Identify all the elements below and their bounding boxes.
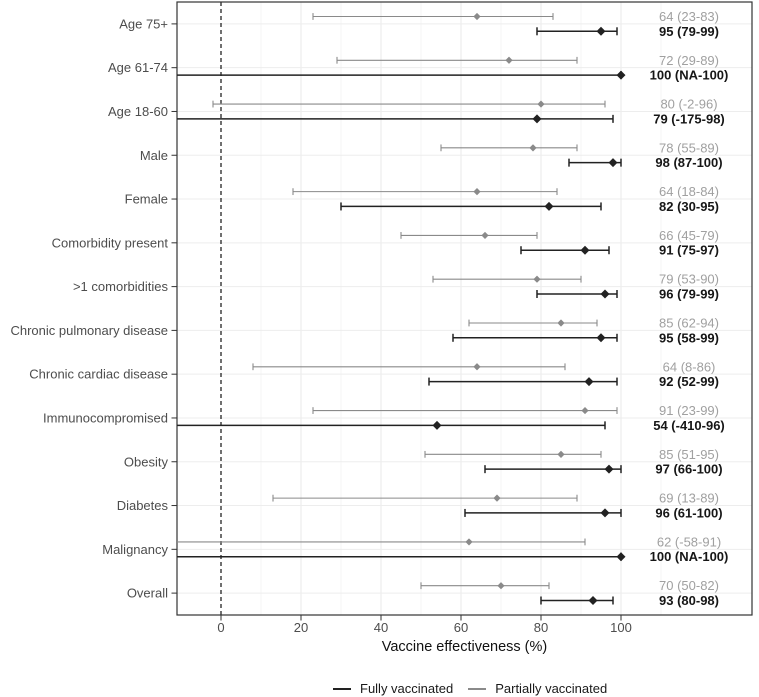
estimate-diamond-fully-vaccinated: [432, 420, 442, 430]
estimate-diamond-partially-vaccinated: [473, 188, 481, 196]
estimate-diamond-fully-vaccinated: [596, 333, 606, 343]
estimate-label-fully-vaccinated: 95 (58-99): [659, 330, 719, 345]
category-label: Female: [125, 192, 168, 207]
estimate-diamond-fully-vaccinated: [532, 114, 542, 124]
estimate-diamond-partially-vaccinated: [465, 538, 473, 546]
estimate-label-fully-vaccinated: 54 (-410-96): [653, 418, 725, 433]
legend-item-partially-vaccinated: Partially vaccinated: [468, 681, 607, 696]
legend: Fully vaccinated Partially vaccinated: [333, 681, 607, 696]
estimate-diamond-partially-vaccinated: [537, 100, 545, 108]
estimate-label-partially-vaccinated: 72 (29-89): [659, 53, 719, 68]
x-tick-label: 0: [217, 620, 224, 635]
estimate-label-partially-vaccinated: 80 (-2-96): [660, 97, 717, 112]
category-label: Malignancy: [102, 542, 168, 557]
category-label: Immunocompromised: [43, 410, 168, 425]
estimate-label-fully-vaccinated: 97 (66-100): [655, 462, 722, 477]
category-label: Age 18-60: [108, 104, 168, 119]
legend-item-fully-vaccinated: Fully vaccinated: [333, 681, 453, 696]
x-tick-label: 60: [454, 620, 468, 635]
category-label: Comorbidity present: [52, 235, 169, 250]
estimate-diamond-partially-vaccinated: [473, 12, 481, 21]
x-axis-title: Vaccine effectiveness (%): [381, 639, 548, 655]
estimate-diamond-partially-vaccinated: [533, 275, 541, 283]
estimate-label-fully-vaccinated: 79 (-175-98): [653, 111, 725, 126]
estimate-diamond-fully-vaccinated: [608, 158, 618, 168]
estimate-diamond-fully-vaccinated: [604, 464, 614, 474]
category-label: >1 comorbidities: [73, 279, 169, 294]
estimate-label-partially-vaccinated: 69 (13-89): [659, 491, 719, 506]
estimate-diamond-fully-vaccinated: [596, 26, 606, 36]
fully-vaccinated-line-swatch: [333, 687, 351, 690]
estimate-label-partially-vaccinated: 62 (-58-91): [657, 534, 721, 549]
estimate-diamond-fully-vaccinated: [600, 508, 610, 518]
estimate-diamond-partially-vaccinated: [473, 363, 481, 371]
estimate-label-partially-vaccinated: 70 (50-82): [659, 578, 719, 593]
estimate-diamond-fully-vaccinated: [616, 552, 626, 562]
panel-border: [176, 1, 753, 616]
category-label: Diabetes: [117, 498, 169, 513]
partially-vaccinated-line-swatch: [468, 687, 487, 690]
estimate-diamond-partially-vaccinated: [557, 319, 565, 327]
estimate-diamond-fully-vaccinated: [600, 289, 610, 299]
estimate-diamond-partially-vaccinated: [557, 450, 565, 458]
estimate-diamond-fully-vaccinated: [580, 245, 590, 255]
estimate-diamond-fully-vaccinated: [588, 596, 598, 606]
x-tick-label: 20: [294, 620, 308, 635]
x-tick-label: 40: [374, 620, 388, 635]
estimate-label-partially-vaccinated: 79 (53-90): [659, 272, 719, 287]
estimate-diamond-partially-vaccinated: [529, 144, 537, 152]
estimate-label-fully-vaccinated: 95 (79-99): [659, 24, 719, 39]
estimate-label-partially-vaccinated: 85 (62-94): [659, 315, 719, 330]
x-tick-label: 80: [534, 620, 548, 635]
estimate-label-fully-vaccinated: 100 (NA-100): [650, 68, 729, 83]
estimate-diamond-fully-vaccinated: [616, 70, 626, 80]
estimate-label-fully-vaccinated: 98 (87-100): [655, 155, 722, 170]
estimate-diamond-fully-vaccinated: [544, 201, 554, 211]
x-tick-label: 100: [610, 620, 632, 635]
category-label: Male: [140, 148, 168, 163]
estimate-label-fully-vaccinated: 82 (30-95): [659, 199, 719, 214]
estimate-label-partially-vaccinated: 91 (23-99): [659, 403, 719, 418]
estimate-label-fully-vaccinated: 91 (75-97): [659, 243, 719, 258]
category-label: Age 61-74: [108, 60, 168, 75]
estimate-label-fully-vaccinated: 93 (80-98): [659, 593, 719, 608]
estimate-label-fully-vaccinated: 100 (NA-100): [650, 549, 729, 564]
estimate-label-fully-vaccinated: 92 (52-99): [659, 374, 719, 389]
estimate-label-fully-vaccinated: 96 (61-100): [655, 505, 722, 520]
estimate-diamond-fully-vaccinated: [584, 377, 594, 387]
estimate-label-partially-vaccinated: 78 (55-89): [659, 140, 719, 155]
legend-label-partially-vaccinated: Partially vaccinated: [495, 681, 608, 696]
estimate-diamond-partially-vaccinated: [481, 231, 489, 240]
category-label: Obesity: [124, 454, 169, 469]
category-label: Overall: [127, 586, 168, 601]
estimate-label-fully-vaccinated: 96 (79-99): [659, 287, 719, 302]
estimate-label-partially-vaccinated: 64 (18-84): [659, 184, 719, 199]
estimate-diamond-partially-vaccinated: [497, 582, 505, 590]
category-label: Chronic pulmonary disease: [10, 323, 168, 338]
estimate-label-partially-vaccinated: 64 (8-86): [663, 359, 716, 374]
estimate-label-partially-vaccinated: 66 (45-79): [659, 228, 719, 243]
category-label: Age 75+: [119, 16, 168, 31]
estimate-diamond-partially-vaccinated: [581, 406, 589, 415]
estimate-diamond-partially-vaccinated: [505, 56, 513, 64]
legend-label-fully-vaccinated: Fully vaccinated: [360, 681, 454, 696]
estimate-label-partially-vaccinated: 64 (23-83): [659, 9, 719, 24]
estimate-label-partially-vaccinated: 85 (51-95): [659, 447, 719, 462]
estimate-diamond-partially-vaccinated: [493, 494, 501, 502]
category-label: Chronic cardiac disease: [29, 367, 168, 382]
